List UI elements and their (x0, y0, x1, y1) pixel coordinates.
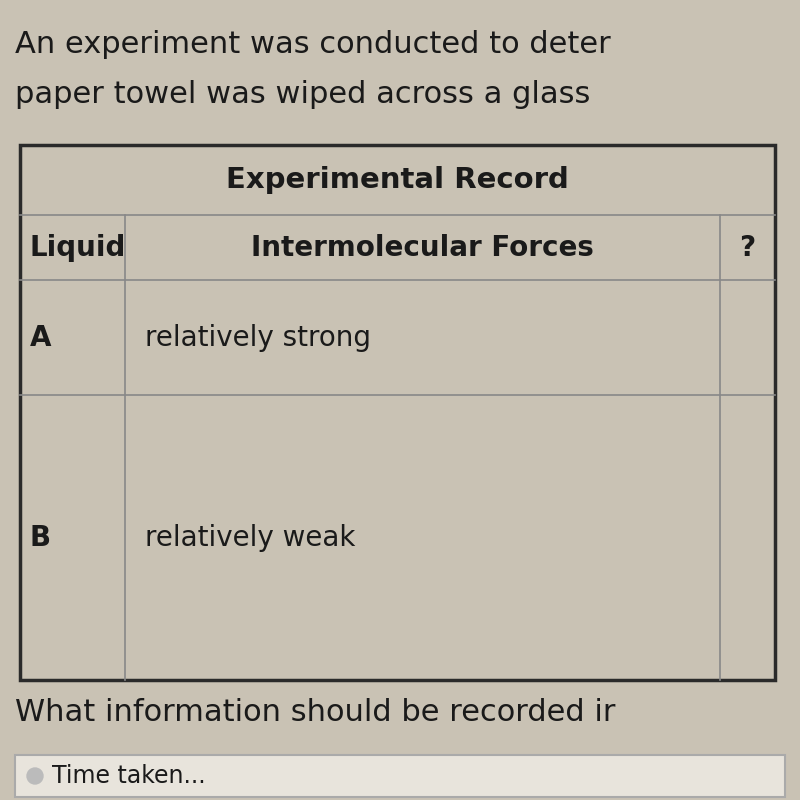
Text: Liquid: Liquid (30, 234, 126, 262)
Text: B: B (30, 523, 51, 551)
Text: ?: ? (739, 234, 755, 262)
Bar (20, 145, 775, 680)
Circle shape (27, 768, 43, 784)
Text: A: A (30, 323, 51, 351)
Text: relatively weak: relatively weak (145, 523, 355, 551)
Text: relatively strong: relatively strong (145, 323, 371, 351)
Text: Experimental Record: Experimental Record (226, 166, 569, 194)
Text: Intermolecular Forces: Intermolecular Forces (251, 234, 594, 262)
Text: paper towel was wiped across a glass: paper towel was wiped across a glass (15, 80, 600, 109)
Text: An experiment was conducted to deter: An experiment was conducted to deter (15, 30, 610, 59)
Text: Time taken...: Time taken... (52, 764, 206, 788)
Text: What information should be recorded ir: What information should be recorded ir (15, 698, 615, 727)
Bar (15, 755, 785, 797)
